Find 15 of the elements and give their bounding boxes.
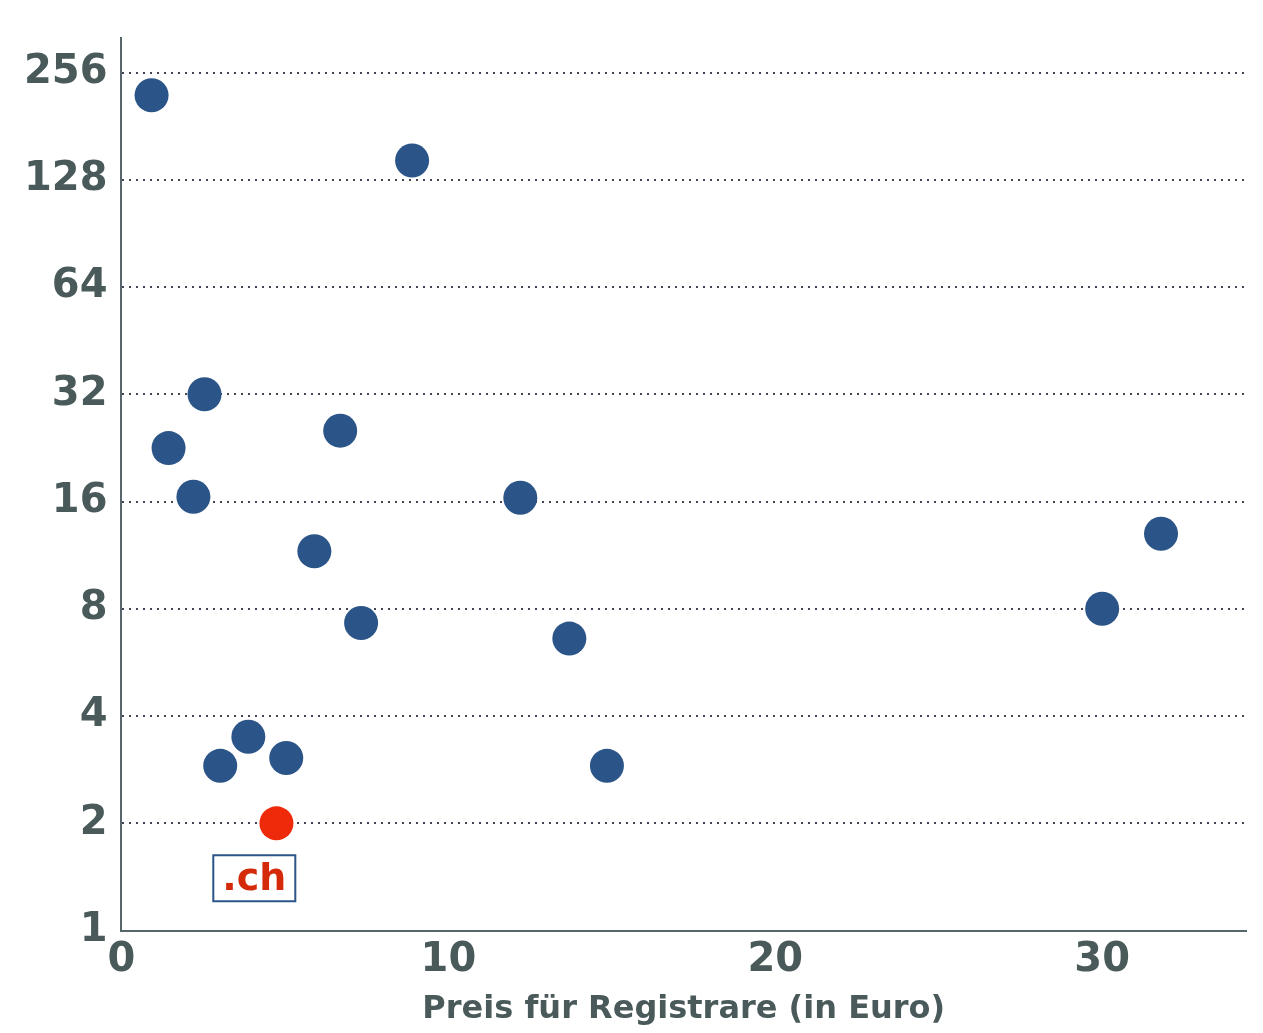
- y-tick-label: 4: [79, 689, 108, 736]
- y-tick-label: 1: [79, 903, 108, 950]
- y-tick-label: 256: [24, 45, 108, 92]
- annotation: .ch: [222, 855, 287, 900]
- x-tick-label: 20: [747, 933, 804, 980]
- y-tick-label: 32: [51, 367, 108, 414]
- y-tick-label: 2: [79, 796, 108, 843]
- y-tick-label: 16: [51, 474, 108, 521]
- x-tick-label: 30: [1074, 933, 1130, 980]
- x-tick-label: 10: [420, 933, 477, 980]
- x-tick-label: 0: [107, 933, 136, 980]
- y-tick-label: 64: [51, 260, 108, 307]
- x-axis-title: Preis für Registrare (in Euro): [422, 988, 946, 1027]
- y-tick-label: 8: [79, 582, 108, 629]
- y-tick-label: 128: [24, 153, 108, 200]
